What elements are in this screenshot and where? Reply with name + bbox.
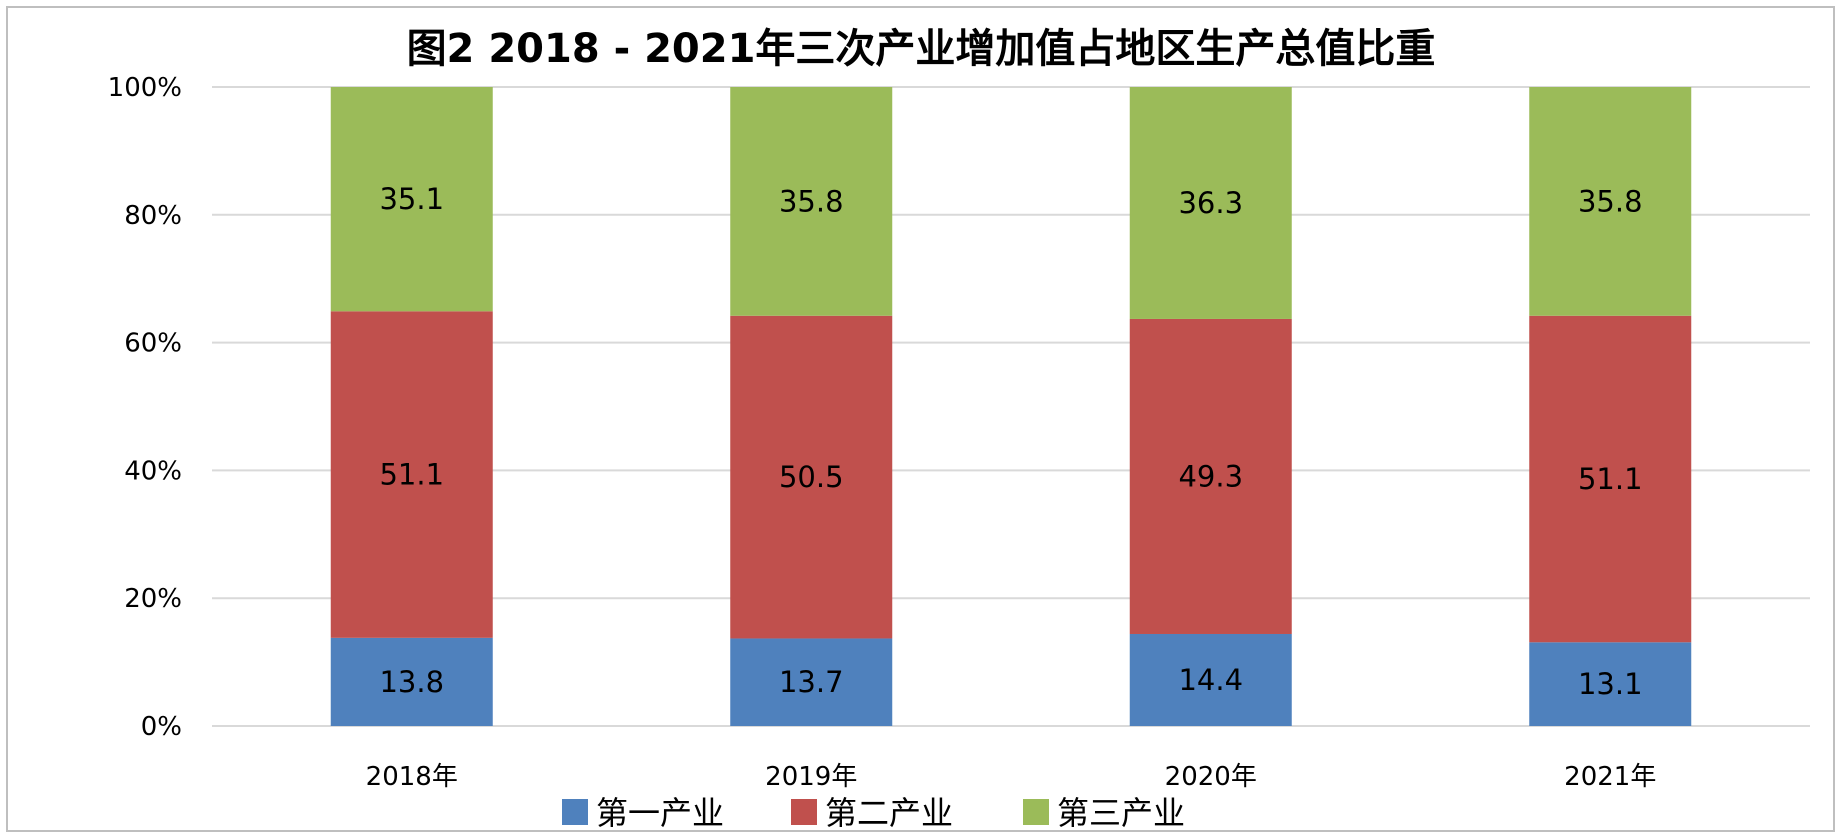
bar-segment xyxy=(1129,87,1292,319)
bar-segment xyxy=(1529,315,1692,643)
data-label: 35.8 xyxy=(1578,184,1643,218)
data-label: 51.1 xyxy=(379,458,444,492)
data-label: 14.4 xyxy=(1178,663,1243,697)
legend-swatch xyxy=(1023,799,1049,825)
legend-label: 第三产业 xyxy=(1057,794,1185,832)
x-category-label: 2020年 xyxy=(1165,762,1257,792)
bar-segment xyxy=(330,87,493,312)
bar-segment xyxy=(1129,318,1292,634)
x-category-label: 2019年 xyxy=(765,762,857,792)
bar-segment xyxy=(730,315,893,639)
x-category-label: 2018年 xyxy=(366,762,458,792)
data-label: 13.7 xyxy=(779,665,844,699)
x-category-label: 2021年 xyxy=(1564,762,1656,792)
y-tick-label: 0% xyxy=(141,712,182,742)
legend-swatch xyxy=(562,799,588,825)
bar-segment xyxy=(1529,87,1692,316)
legend-label: 第二产业 xyxy=(825,794,953,832)
y-tick-label: 60% xyxy=(124,329,182,359)
y-tick-label: 20% xyxy=(124,584,182,614)
axis-labels: 0% 20% 40% 60% 80% 100% 2018年 2019年 2020年 2021年 xyxy=(108,73,1657,792)
bar-segment xyxy=(330,637,493,726)
y-tick-label: 80% xyxy=(124,201,182,231)
y-tick-label: 100% xyxy=(108,73,182,103)
data-label: 49.3 xyxy=(1178,459,1243,493)
legend-swatch xyxy=(791,799,817,825)
legend-label: 第一产业 xyxy=(596,794,724,832)
data-label: 51.1 xyxy=(1578,462,1643,496)
bar-segment xyxy=(1129,633,1292,726)
chart-title: 图2 2018 - 2021年三次产业增加值占地区生产总值比重 xyxy=(407,26,1436,72)
data-labels: 13.8 51.1 35.1 13.7 50.5 35.8 14.4 49.3 36.3 13.1… xyxy=(379,182,1642,701)
bars xyxy=(330,87,1692,726)
data-label: 13.8 xyxy=(379,665,444,699)
bar-segment xyxy=(730,638,893,726)
data-label: 50.5 xyxy=(779,460,844,494)
data-label: 13.1 xyxy=(1578,667,1643,701)
y-tick-label: 40% xyxy=(124,456,182,486)
data-label: 35.8 xyxy=(779,184,844,218)
data-label: 35.1 xyxy=(379,182,444,216)
bar-segment xyxy=(730,87,893,316)
bar-segment xyxy=(1529,642,1692,726)
data-label: 36.3 xyxy=(1178,186,1243,220)
bar-segment xyxy=(330,311,493,638)
legend: 第一产业 第二产业 第三产业 xyxy=(562,794,1185,832)
